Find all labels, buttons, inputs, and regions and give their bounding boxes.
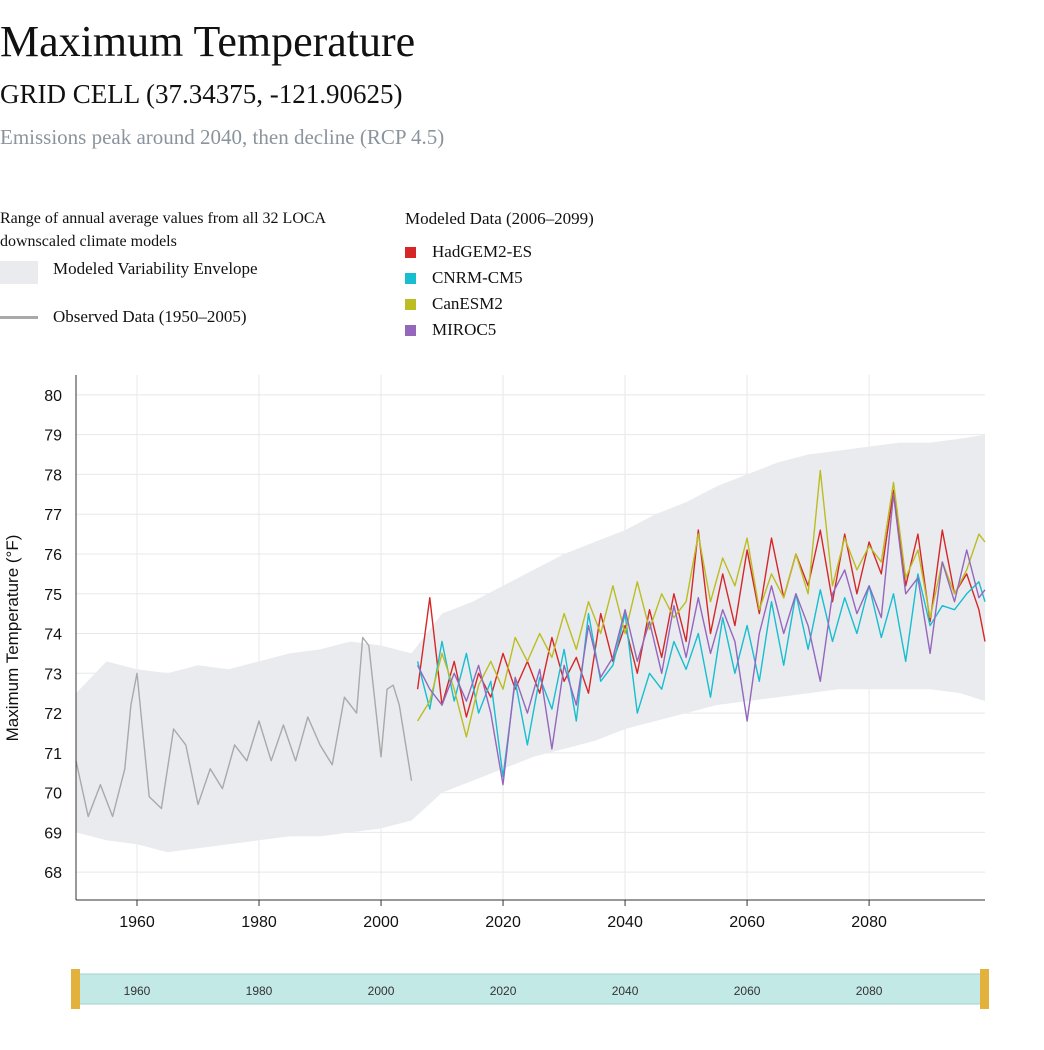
legend-item-label: HadGEM2-ES [432, 242, 533, 261]
envelope-description: Range of annual average values from all … [0, 210, 326, 250]
y-tick-label: 78 [44, 467, 62, 484]
y-tick-label: 74 [44, 627, 62, 644]
x-tick-label: 2080 [851, 914, 887, 931]
brush-tick-label: 2060 [734, 984, 761, 998]
legend-item-label: CNRM-CM5 [432, 268, 523, 287]
x-tick-label: 2040 [607, 914, 643, 931]
x-tick-label: 2060 [729, 914, 765, 931]
cnrm-cm5-swatch [405, 273, 416, 284]
brush-tick-label: 1960 [124, 984, 151, 998]
envelope-legend: Range of annual average values from all … [0, 207, 345, 253]
series-line-canesm2 [417, 469, 986, 738]
envelope-label: Modeled Variability Envelope [53, 259, 258, 278]
brush-selection[interactable] [75, 973, 986, 1005]
y-tick-label: 73 [44, 666, 62, 683]
series-lines [75, 469, 986, 818]
series-line-miroc5 [416, 493, 986, 786]
brush-handle-right[interactable] [980, 969, 989, 1009]
y-tick-label: 77 [44, 507, 62, 524]
canesm2-swatch [405, 299, 416, 310]
brush-handle-left[interactable] [71, 969, 80, 1009]
legend-item-label: CanESM2 [432, 294, 503, 313]
variability-envelope [76, 434, 985, 853]
temperature-chart: 68 69 70 71 72 73 74 75 76 77 78 79 80 1960 1980 2000 20… [3, 375, 989, 1009]
y-tick-label: 75 [44, 587, 62, 604]
observed-swatch [0, 316, 38, 319]
brush-tick-label: 2080 [856, 984, 883, 998]
y-tick-label: 80 [44, 388, 62, 405]
x-tick-label: 2020 [485, 914, 521, 931]
y-tick-label: 68 [44, 865, 62, 882]
y-tick-label: 79 [44, 428, 62, 445]
scenario-description: Emissions peak around 2040, then decline… [0, 125, 445, 149]
y-tick-label: 69 [44, 825, 62, 842]
brush-tick-label: 2000 [368, 984, 395, 998]
x-tick-label: 1960 [119, 914, 155, 931]
brush-tick-label: 1980 [246, 984, 273, 998]
y-tick-label: 76 [44, 547, 62, 564]
y-tick-label: 72 [44, 706, 62, 723]
brush-tick-label: 2040 [612, 984, 639, 998]
miroc5-swatch [405, 325, 416, 336]
time-brush[interactable]: 1960 1980 2000 2020 2040 2060 2080 [71, 969, 989, 1009]
y-tick-label: 71 [44, 746, 62, 763]
hadgem2-es-swatch [405, 247, 416, 258]
x-tick-label: 2000 [363, 914, 399, 931]
envelope-swatch [0, 261, 38, 284]
axes: 68 69 70 71 72 73 74 75 76 77 78 79 80 1960 1980 2000 20… [44, 375, 985, 931]
page-title: Maximum Temperature [0, 17, 416, 66]
legend-item-label: MIROC5 [432, 320, 497, 339]
series-line-observed-data-1950-2005 [75, 636, 413, 818]
model-legend-heading: Modeled Data (2006–2099) [405, 209, 594, 228]
y-axis-label: Maximum Temperature (°F) [3, 535, 22, 742]
x-tick-label: 1980 [241, 914, 277, 931]
y-tick-label: 70 [44, 786, 62, 803]
brush-tick-label: 2020 [490, 984, 517, 998]
model-legend: Modeled Data (2006–2099) HadGEM2-ES CNRM… [405, 207, 594, 339]
observed-label: Observed Data (1950–2005) [53, 307, 247, 326]
grid-cell-subtitle: GRID CELL (37.34375, -121.90625) [0, 79, 403, 109]
